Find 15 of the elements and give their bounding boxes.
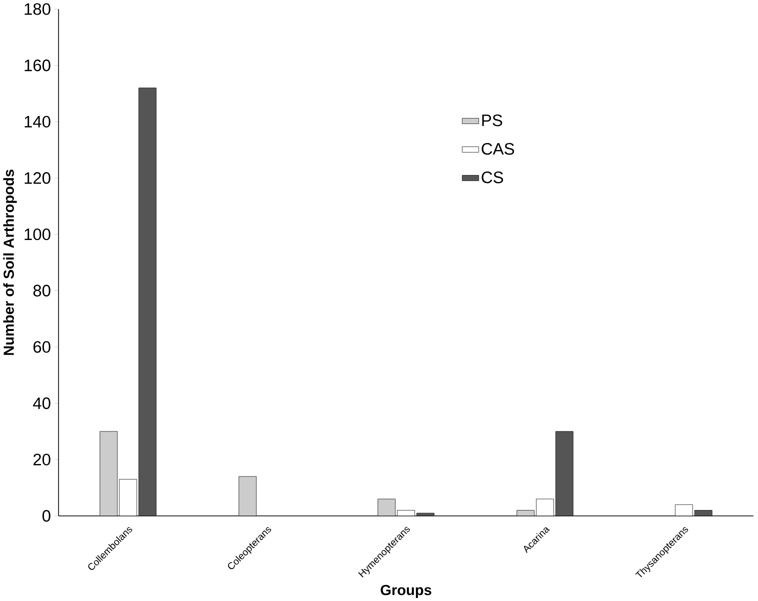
- y-tick-label: 160: [24, 59, 50, 72]
- y-tick-label: 140: [24, 116, 50, 128]
- legend-label: CAS: [482, 142, 514, 155]
- y-tick-label: 80: [33, 284, 50, 296]
- y-tick-label: 120: [24, 172, 50, 184]
- y-axis-title: Number of Soil Arthropods: [3, 170, 17, 355]
- y-tick-label: 20: [33, 454, 50, 466]
- y-tick-label: 100: [24, 228, 50, 240]
- legend-label: PS: [482, 114, 502, 126]
- y-tick-label: 40: [33, 397, 50, 409]
- y-tick-label: 60: [33, 340, 50, 353]
- legend-label: CS: [482, 171, 504, 184]
- x-axis-title: Groups: [380, 584, 432, 598]
- y-tick-label: 0: [42, 510, 50, 522]
- y-tick-label: 180: [24, 3, 50, 15]
